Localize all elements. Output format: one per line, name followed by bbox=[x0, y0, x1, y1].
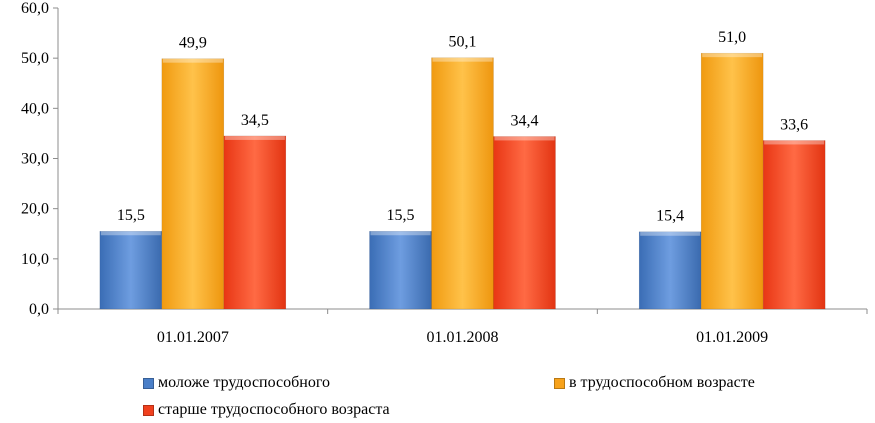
bar-highlight bbox=[162, 58, 223, 63]
y-tick-label: 10,0 bbox=[21, 251, 49, 268]
bar-series-1-cat-3 bbox=[638, 231, 702, 310]
bar-highlight bbox=[432, 57, 493, 62]
x-tick-label: 01.01.2008 bbox=[427, 329, 499, 346]
y-tick-label: 20,0 bbox=[21, 201, 49, 218]
bar-series-3-cat-2 bbox=[493, 136, 556, 310]
axes: 0,0 10,0 20,0 30,0 40,0 50,0 60,0 01.01.2007 01.… bbox=[21, 0, 868, 346]
data-label-series-1-cat-3: 15,4 bbox=[656, 208, 684, 225]
bar-highlight bbox=[640, 231, 701, 236]
bar-series-3-cat-1 bbox=[223, 135, 287, 310]
bar-highlight bbox=[494, 136, 555, 141]
data-label-series-1-cat-2: 15,5 bbox=[387, 207, 415, 224]
y-tick-label: 0,0 bbox=[29, 301, 49, 318]
bar-highlight bbox=[370, 231, 431, 236]
x-tick-label: 01.01.2009 bbox=[696, 329, 768, 346]
x-tick-label: 01.01.2007 bbox=[157, 329, 229, 346]
labels: 15,5 15,5 15,4 49,9 50,1 51,0 34,5 34,4 33,6 bbox=[117, 29, 808, 225]
data-label-series-2-cat-2: 50,1 bbox=[449, 34, 477, 51]
data-label-series-3-cat-2: 34,4 bbox=[511, 112, 539, 129]
bar-highlight bbox=[100, 231, 161, 236]
bar-highlight bbox=[702, 53, 763, 58]
bars bbox=[99, 52, 826, 310]
y-tick-label: 50,0 bbox=[21, 50, 49, 67]
data-label-series-2-cat-1: 49,9 bbox=[179, 35, 207, 52]
data-label-series-3-cat-3: 33,6 bbox=[780, 116, 808, 133]
bar-series-1-cat-1 bbox=[99, 230, 163, 310]
bar-series-2-cat-2 bbox=[431, 57, 494, 310]
bar-highlight bbox=[764, 140, 825, 145]
bar-series-1-cat-2 bbox=[369, 230, 432, 310]
bar-series-2-cat-3 bbox=[700, 52, 764, 310]
bar-highlight bbox=[224, 135, 285, 140]
y-tick-label: 60,0 bbox=[21, 0, 49, 17]
data-label-series-3-cat-1: 34,5 bbox=[241, 112, 269, 129]
bar-series-2-cat-1 bbox=[161, 58, 225, 310]
y-tick-label: 40,0 bbox=[21, 100, 49, 117]
data-label-series-1-cat-1: 15,5 bbox=[117, 207, 145, 224]
y-tick-label: 30,0 bbox=[21, 151, 49, 168]
bar-series-3-cat-3 bbox=[762, 140, 826, 310]
data-label-series-2-cat-3: 51,0 bbox=[718, 29, 746, 46]
